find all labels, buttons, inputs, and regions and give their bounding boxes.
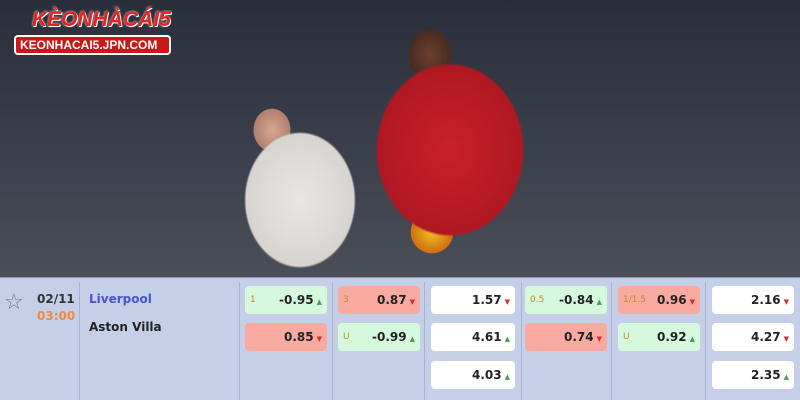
odds-value: 0.87 (377, 293, 407, 307)
odds-cell[interactable]: 0.85 ▼ (245, 323, 327, 351)
odds-cell[interactable]: 2.16 ▼ (712, 286, 794, 314)
odds-cell[interactable]: 4.27 ▼ (712, 323, 794, 351)
odds-value: 4.27 (751, 330, 781, 344)
odds-value-wrap: 0.85 ▼ (284, 330, 322, 344)
odds-cell[interactable]: U 0.92 ▲ (618, 323, 700, 351)
odds-line-label: 3 (343, 295, 349, 305)
trend-down-icon: ▼ (316, 335, 322, 343)
odds-cell[interactable]: 1 -0.95 ▲ (245, 286, 327, 314)
teams-column: Liverpool Aston Villa (80, 282, 240, 400)
trend-up-icon: ▲ (504, 373, 510, 381)
logo-url: KEONHACAI5.JPN.COM (14, 35, 171, 55)
logo-title: KÈONHÀCÁI5 (32, 8, 171, 31)
odds-value-wrap: -0.84 ▲ (559, 293, 602, 307)
match-time: 03:00 (37, 309, 76, 323)
odds-cell[interactable]: 4.61 ▲ (431, 323, 515, 351)
odds-col-1 (240, 282, 333, 400)
odds-value: 0.92 (657, 330, 687, 344)
trend-down-icon: ▼ (504, 298, 510, 306)
odds-line-label: U (623, 332, 630, 342)
date-column: ☆ 02/11 03:00 (0, 282, 80, 400)
odds-line-label: 1 (250, 295, 256, 305)
odds-col-4 (522, 282, 612, 400)
odds-cell[interactable]: 0.5 -0.84 ▲ (525, 286, 607, 314)
odds-cell[interactable]: 0.74 ▼ (525, 323, 607, 351)
odds-cell[interactable]: 2.35 ▲ (712, 361, 794, 389)
odds-value-wrap: 4.03 ▲ (472, 368, 510, 382)
trend-down-icon: ▼ (689, 298, 695, 306)
odds-cell[interactable]: 1/1.5 0.96 ▼ (618, 286, 700, 314)
trend-up-icon: ▲ (596, 298, 602, 306)
trend-down-icon: ▼ (783, 298, 789, 306)
odds-value-wrap: 0.87 ▼ (377, 293, 415, 307)
odds-value-wrap: -0.95 ▲ (279, 293, 322, 307)
home-team[interactable]: Liverpool (89, 292, 152, 306)
odds-col-5 (612, 282, 706, 400)
odds-cell[interactable]: 1.57 ▼ (431, 286, 515, 314)
odds-cell[interactable]: 4.03 ▲ (431, 361, 515, 389)
trend-down-icon: ▼ (596, 335, 602, 343)
away-team[interactable]: Aston Villa (89, 320, 162, 334)
odds-value-wrap: 4.27 ▼ (751, 330, 789, 344)
odds-value-wrap: 0.96 ▼ (657, 293, 695, 307)
odds-value: 0.96 (657, 293, 687, 307)
trend-down-icon: ▼ (783, 335, 789, 343)
trend-up-icon: ▲ (316, 298, 322, 306)
odds-table: ☆ 02/11 03:00 Liverpool Aston Villa 1 -0.… (0, 277, 800, 400)
odds-cell[interactable]: 3 0.87 ▼ (338, 286, 420, 314)
favorite-star-icon[interactable]: ☆ (4, 290, 24, 315)
odds-value-wrap: 0.74 ▼ (564, 330, 602, 344)
odds-col-3 (425, 282, 522, 400)
odds-line-label: 0.5 (530, 295, 545, 305)
odds-value-wrap: -0.99 ▲ (372, 330, 415, 344)
odds-value: 2.16 (751, 293, 781, 307)
odds-value: 0.85 (284, 330, 314, 344)
trend-up-icon: ▲ (689, 335, 695, 343)
odds-value: -0.99 (372, 330, 407, 344)
trend-up-icon: ▲ (783, 373, 789, 381)
odds-value-wrap: 0.92 ▲ (657, 330, 695, 344)
odds-value: 0.74 (564, 330, 594, 344)
odds-value-wrap: 2.35 ▲ (751, 368, 789, 382)
trend-up-icon: ▲ (504, 335, 510, 343)
odds-cell[interactable]: U -0.99 ▲ (338, 323, 420, 351)
odds-value: 1.57 (472, 293, 502, 307)
odds-col-2 (333, 282, 425, 400)
odds-value-wrap: 1.57 ▼ (472, 293, 510, 307)
odds-value: 4.61 (472, 330, 502, 344)
odds-line-label: 1/1.5 (623, 295, 647, 305)
odds-value-wrap: 2.16 ▼ (751, 293, 789, 307)
trend-down-icon: ▼ (409, 298, 415, 306)
odds-value: -0.84 (559, 293, 594, 307)
trend-up-icon: ▲ (409, 335, 415, 343)
odds-value: -0.95 (279, 293, 314, 307)
odds-value-wrap: 4.61 ▲ (472, 330, 510, 344)
match-date: 02/11 (37, 292, 75, 306)
odds-line-label: U (343, 332, 350, 342)
site-logo[interactable]: KÈONHÀCÁI5 KEONHACAI5.JPN.COM (14, 8, 171, 55)
odds-value: 4.03 (472, 368, 502, 382)
odds-value: 2.35 (751, 368, 781, 382)
